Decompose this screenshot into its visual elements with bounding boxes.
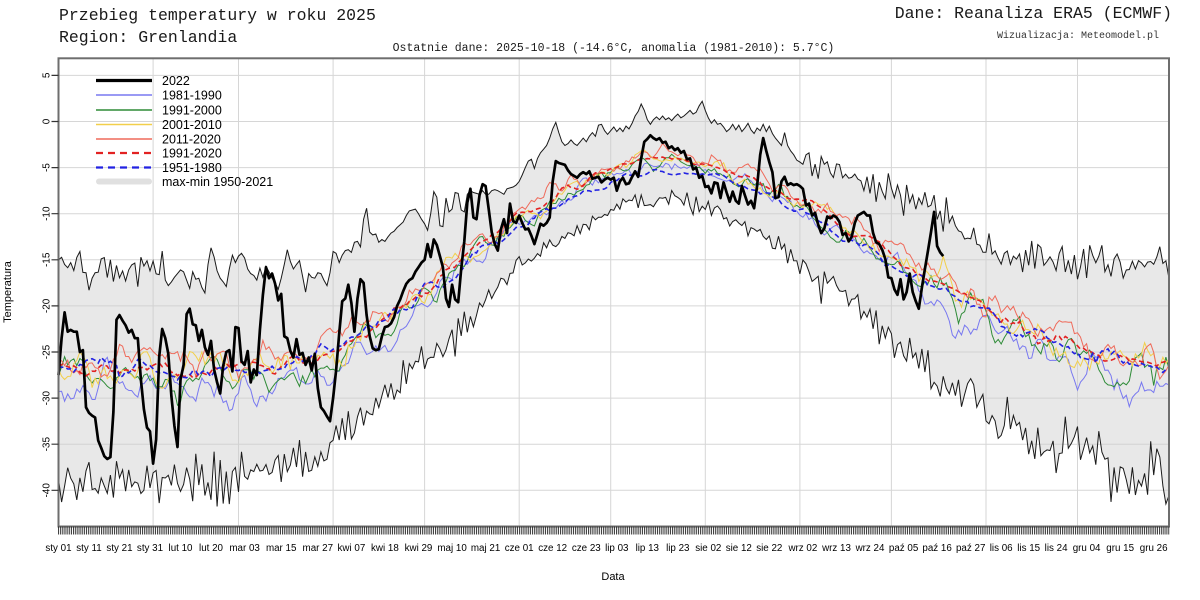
svg-text:sie 02: sie 02	[695, 543, 721, 554]
svg-text:lip 03: lip 03	[605, 543, 629, 554]
svg-text:mar 27: mar 27	[303, 543, 334, 554]
svg-text:mar 03: mar 03	[229, 543, 260, 554]
svg-text:-15: -15	[42, 252, 53, 267]
svg-text:-20: -20	[42, 298, 53, 313]
svg-text:maj 21: maj 21	[471, 543, 500, 554]
svg-text:sie 12: sie 12	[726, 543, 752, 554]
svg-text:1981-1990: 1981-1990	[162, 88, 222, 102]
svg-text:sty 21: sty 21	[106, 543, 132, 554]
svg-text:Wizualizacja: Meteomodel.pl: Wizualizacja: Meteomodel.pl	[997, 30, 1159, 42]
svg-text:Przebieg temperatury w roku 20: Przebieg temperatury w roku 2025	[59, 6, 376, 25]
svg-text:Data: Data	[601, 571, 625, 583]
svg-text:paź 16: paź 16	[922, 543, 952, 554]
svg-text:2011-2020: 2011-2020	[162, 132, 221, 146]
svg-text:max-min 1950-2021: max-min 1950-2021	[162, 175, 273, 189]
svg-text:sty 31: sty 31	[137, 543, 163, 554]
svg-text:sie 22: sie 22	[756, 543, 782, 554]
svg-text:kwi 07: kwi 07	[338, 543, 366, 554]
svg-text:lut 10: lut 10	[169, 543, 194, 554]
svg-text:gru 15: gru 15	[1106, 543, 1134, 554]
svg-text:cze 23: cze 23	[572, 543, 601, 554]
svg-text:paź 05: paź 05	[889, 543, 919, 554]
svg-text:2022: 2022	[162, 74, 190, 88]
svg-text:wrz 24: wrz 24	[855, 543, 885, 554]
svg-text:Dane: Reanaliza ERA5 (ECMWF): Dane: Reanaliza ERA5 (ECMWF)	[895, 4, 1172, 23]
svg-text:sty 11: sty 11	[76, 543, 101, 554]
svg-text:1951-1980: 1951-1980	[162, 161, 222, 175]
svg-text:-35: -35	[42, 437, 53, 452]
svg-text:lis 15: lis 15	[1017, 543, 1040, 554]
svg-text:Ostatnie dane: 2025-10-18 (-14: Ostatnie dane: 2025-10-18 (-14.6°C, anom…	[393, 42, 835, 55]
svg-text:0: 0	[42, 118, 53, 124]
svg-text:-30: -30	[42, 390, 53, 405]
svg-text:2001-2010: 2001-2010	[162, 118, 222, 132]
svg-text:-40: -40	[42, 483, 53, 498]
svg-text:wrz 13: wrz 13	[821, 543, 851, 554]
svg-text:lip 13: lip 13	[636, 543, 660, 554]
svg-text:sty 01: sty 01	[45, 543, 71, 554]
svg-text:wrz 02: wrz 02	[787, 543, 817, 554]
svg-text:lis 06: lis 06	[990, 543, 1013, 554]
svg-text:lip 23: lip 23	[666, 543, 690, 554]
svg-text:1991-2000: 1991-2000	[162, 103, 222, 117]
svg-text:1991-2020: 1991-2020	[162, 146, 222, 160]
svg-text:cze 12: cze 12	[538, 543, 567, 554]
svg-text:Region: Grenlandia: Region: Grenlandia	[59, 28, 237, 47]
svg-text:mar 15: mar 15	[266, 543, 297, 554]
svg-text:-25: -25	[42, 344, 53, 359]
svg-text:lis 24: lis 24	[1045, 543, 1068, 554]
svg-text:kwi 29: kwi 29	[405, 543, 433, 554]
svg-text:maj 10: maj 10	[437, 543, 467, 554]
svg-text:5: 5	[42, 72, 53, 78]
svg-text:-5: -5	[42, 163, 53, 172]
svg-text:-10: -10	[42, 206, 53, 221]
svg-text:Temperatura: Temperatura	[2, 260, 14, 323]
svg-text:lut 20: lut 20	[199, 543, 224, 554]
svg-text:kwi 18: kwi 18	[371, 543, 399, 554]
svg-text:gru 26: gru 26	[1140, 543, 1168, 554]
svg-text:gru 04: gru 04	[1073, 543, 1101, 554]
svg-text:paź 27: paź 27	[956, 543, 985, 554]
svg-text:cze 01: cze 01	[505, 543, 534, 554]
